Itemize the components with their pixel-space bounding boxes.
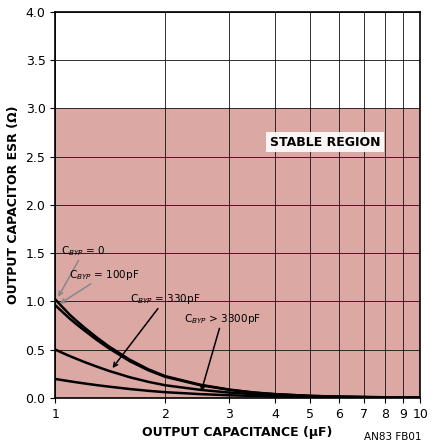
Y-axis label: OUTPUT CAPACITOR ESR (Ω): OUTPUT CAPACITOR ESR (Ω) <box>7 106 20 304</box>
Text: C$_{BYP}$ = 100pF: C$_{BYP}$ = 100pF <box>61 268 139 303</box>
Text: C$_{BYP}$ > 3300pF: C$_{BYP}$ > 3300pF <box>183 312 260 390</box>
X-axis label: OUTPUT CAPACITANCE (μF): OUTPUT CAPACITANCE (μF) <box>142 426 332 439</box>
Text: STABLE REGION: STABLE REGION <box>270 136 380 149</box>
Text: C$_{BYP}$ = 330pF: C$_{BYP}$ = 330pF <box>113 293 200 367</box>
Text: C$_{BYP}$ = 0: C$_{BYP}$ = 0 <box>59 244 106 295</box>
Text: AN83 FB01: AN83 FB01 <box>364 432 421 442</box>
